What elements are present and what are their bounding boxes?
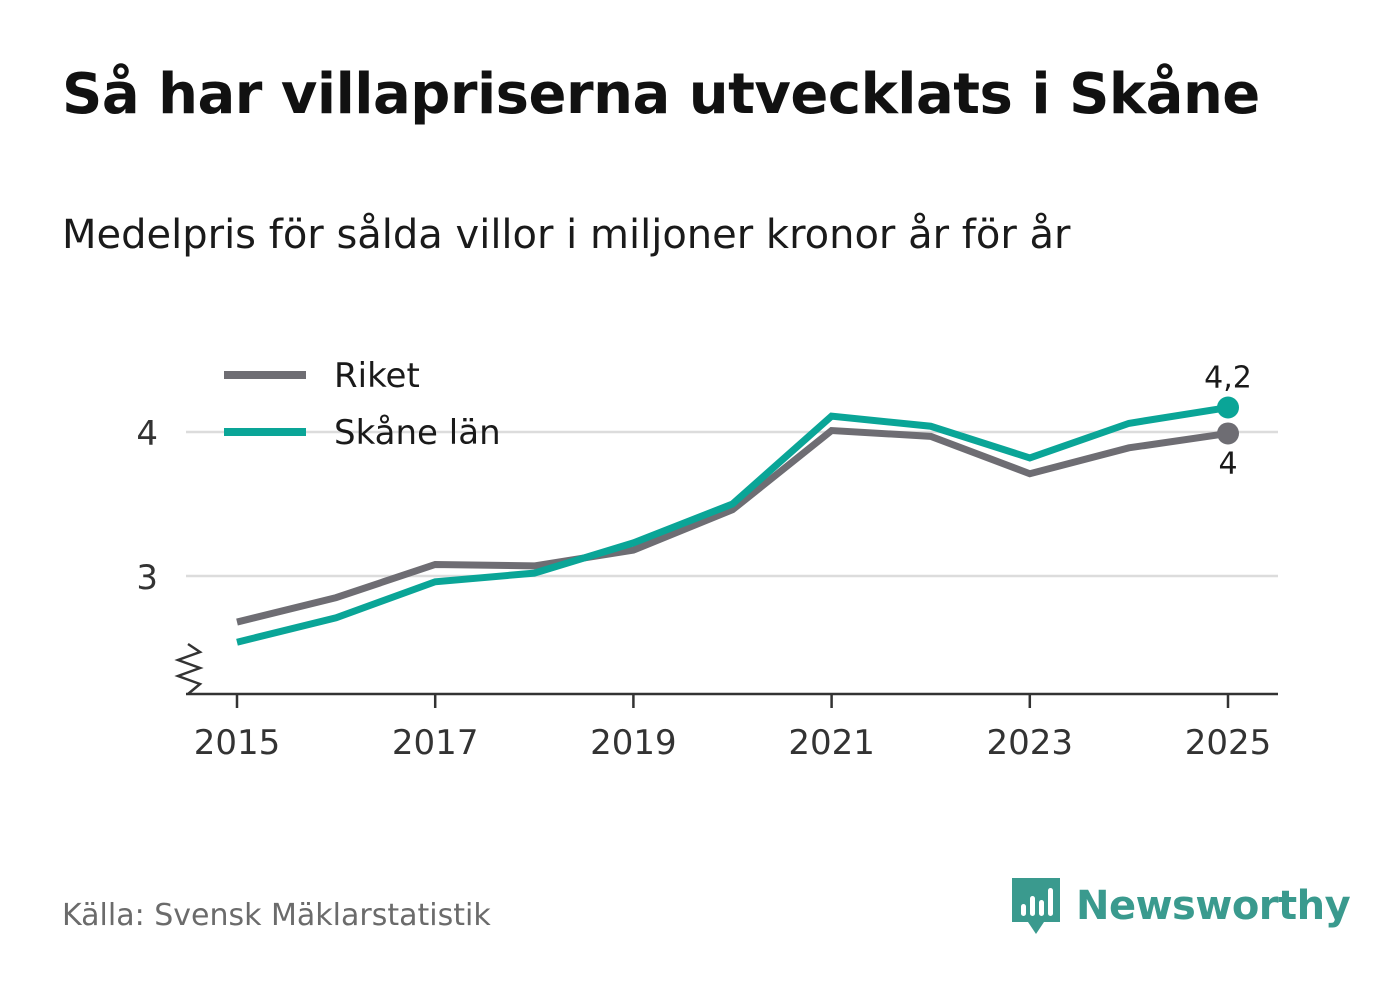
x-tick-label: 2023 <box>987 723 1074 763</box>
x-tick-label: 2021 <box>788 723 875 763</box>
series-line-skane <box>236 404 1229 646</box>
x-tick-label: 2019 <box>590 723 677 763</box>
y-axis-ticks: 34 <box>136 414 158 598</box>
axes <box>174 642 1278 696</box>
legend-label: Skåne län <box>334 413 501 453</box>
series-end-label: 4 <box>1218 446 1237 481</box>
source-note: Källa: Svensk Mäklarstatistik <box>62 898 491 933</box>
brand-logo: Newsworthy <box>1010 876 1351 936</box>
series: 44,2 <box>236 361 1252 646</box>
y-tick-label: 3 <box>136 558 158 598</box>
legend: Riket Skåne län <box>224 356 501 453</box>
y-tick-label: 4 <box>136 414 158 454</box>
y-axis-break-icon <box>174 642 204 695</box>
legend-label: Riket <box>334 356 420 396</box>
x-tick-label: 2025 <box>1185 723 1272 763</box>
series-end-label: 4,2 <box>1204 361 1252 396</box>
series-line-riket <box>236 426 1229 626</box>
series-end-point <box>1217 396 1239 419</box>
x-tick-label: 2017 <box>392 723 479 763</box>
x-axis-ticks: 2015 2017 2019 2021 2023 2025 <box>194 694 1272 763</box>
series-end-point <box>1217 422 1239 445</box>
brand-name: Newsworthy <box>1076 883 1351 929</box>
newsworthy-logo-icon <box>1012 878 1060 934</box>
chart-subtitle: Medelpris för sålda villor i miljoner kr… <box>62 212 1071 258</box>
x-tick-label: 2015 <box>194 723 281 763</box>
chart-title: Så har villapriserna utvecklats i Skåne <box>62 62 1260 127</box>
